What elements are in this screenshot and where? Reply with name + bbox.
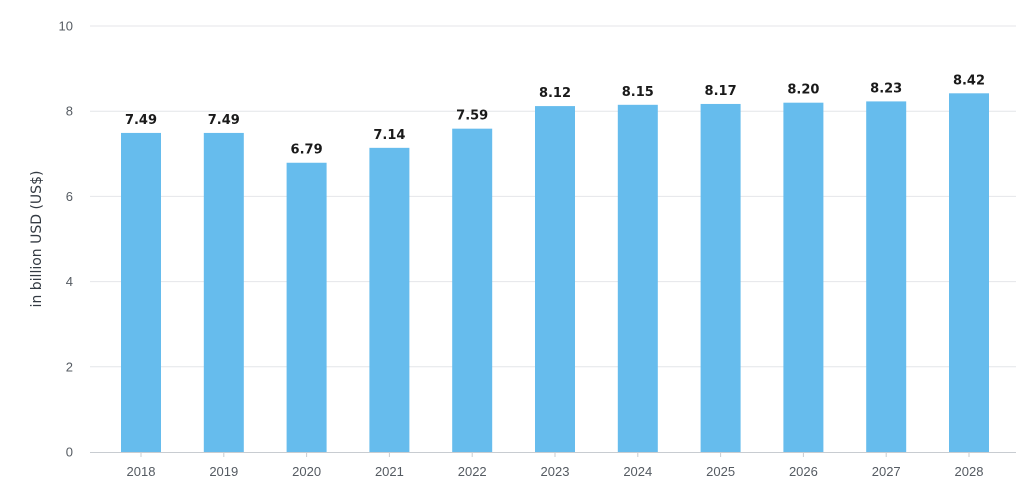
x-axis-ticks: 2018 2019 2020 2021 2022 2023 2024 2025 2026 2027… (127, 452, 984, 479)
data-labels: 7.49 7.49 6.79 7.14 7.59 8.12 8.15 8.17 8.20 8.23… (125, 73, 985, 157)
bar-2019 (203, 132, 244, 452)
x-tick-label-2018: 2018 (127, 464, 156, 479)
data-label-2021: 7.14 (373, 128, 405, 143)
x-tick-label-2022: 2022 (458, 464, 487, 479)
data-label-2024: 8.15 (622, 85, 654, 100)
x-tick-label-2020: 2020 (292, 464, 321, 479)
data-label-2025: 8.17 (705, 84, 737, 99)
x-tick-label-2019: 2019 (209, 464, 238, 479)
data-label-2019: 7.49 (208, 113, 240, 128)
x-tick-label-2027: 2027 (872, 464, 901, 479)
y-tick-label: 10 (59, 19, 73, 34)
bar-2021 (369, 147, 410, 452)
data-label-2023: 8.12 (539, 86, 571, 101)
data-label-2020: 6.79 (291, 143, 323, 158)
x-tick-label-2025: 2025 (706, 464, 735, 479)
bars (121, 93, 989, 453)
y-axis-ticks: 0 2 4 6 8 10 (59, 19, 73, 460)
x-tick-label-2026: 2026 (789, 464, 818, 479)
bar-2018 (121, 132, 161, 452)
bar-2025 (700, 103, 741, 452)
bar-2028 (949, 93, 989, 453)
bar-2020 (286, 162, 327, 452)
y-tick-label: 8 (66, 104, 73, 119)
x-tick-label-2023: 2023 (541, 464, 570, 479)
y-axis-title: in billion USD (US$) (29, 171, 45, 308)
bar-2022 (452, 128, 493, 452)
y-tick-label: 6 (66, 189, 73, 204)
y-tick-label: 2 (66, 359, 73, 374)
y-tick-label: 4 (66, 274, 73, 289)
data-label-2027: 8.23 (870, 81, 902, 96)
y-tick-label: 0 (66, 445, 73, 460)
bar-2023 (535, 106, 575, 452)
x-tick-label-2021: 2021 (375, 464, 404, 479)
x-tick-label-2024: 2024 (623, 464, 652, 479)
data-label-2026: 8.20 (787, 83, 819, 98)
data-label-2028: 8.42 (953, 73, 985, 88)
data-label-2022: 7.59 (456, 109, 488, 124)
bar-2024 (617, 104, 658, 452)
data-label-2018: 7.49 (125, 113, 157, 128)
x-tick-label-2028: 2028 (955, 464, 984, 479)
bar-2026 (783, 102, 824, 453)
bar-2027 (866, 101, 907, 452)
